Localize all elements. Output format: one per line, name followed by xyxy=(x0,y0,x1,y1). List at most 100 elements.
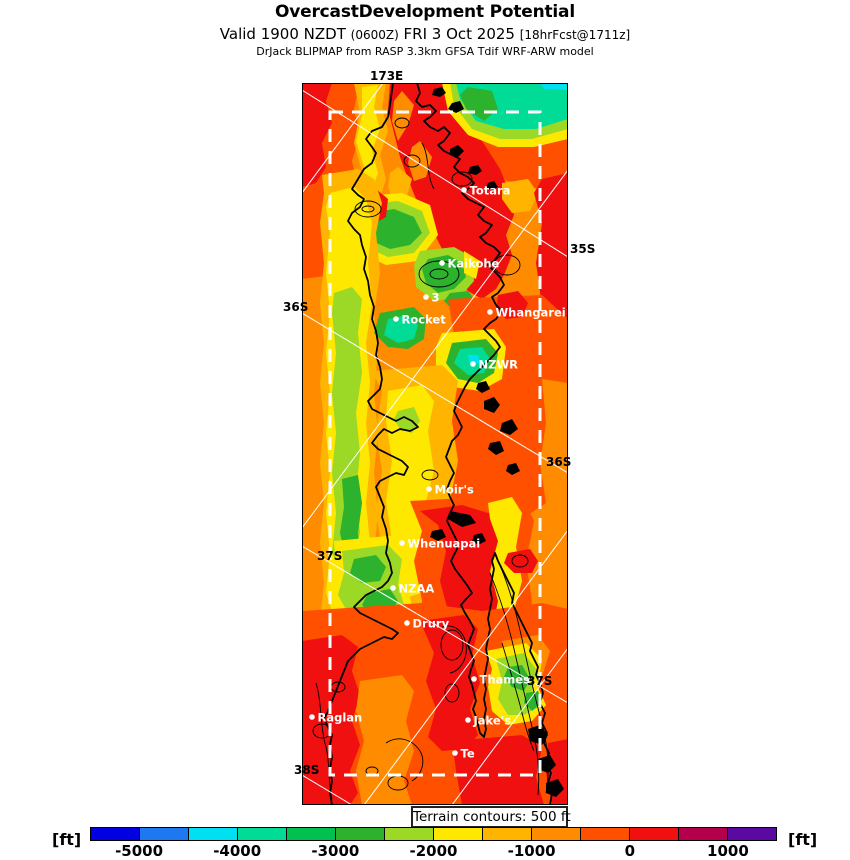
station-dot xyxy=(471,676,477,682)
colorbar-segment xyxy=(287,828,336,840)
island xyxy=(506,463,520,475)
graticule-label: 36S xyxy=(283,300,309,314)
map-region xyxy=(302,635,360,805)
colorbar-segment xyxy=(385,828,434,840)
island xyxy=(448,511,476,527)
colorbar-tick: 1000 xyxy=(707,842,749,860)
terrain-contour-ring xyxy=(421,469,439,481)
terrain-contour-line xyxy=(315,682,333,800)
station-dot xyxy=(426,486,432,492)
station-label: Jake's xyxy=(473,714,512,728)
map-region xyxy=(502,179,538,213)
station-label: NZAA xyxy=(399,582,435,596)
colorbar-unit-left: [ft] xyxy=(52,830,82,849)
island xyxy=(468,165,482,175)
station-dot xyxy=(399,540,405,546)
terrain-contour-ring xyxy=(394,117,410,129)
station-label: Te xyxy=(461,747,475,761)
station-dot xyxy=(461,187,467,193)
terrain-contour-ring xyxy=(451,171,473,187)
terrain-contour-ring xyxy=(354,200,382,218)
graticule-label: 173E xyxy=(370,69,404,83)
station-label: 3 xyxy=(432,291,440,305)
map-region xyxy=(388,83,514,299)
station-dot xyxy=(465,717,471,723)
graticule-label: 35S xyxy=(570,242,596,256)
terrain-contour-ring xyxy=(440,629,464,661)
map-region xyxy=(384,315,418,343)
station-dot xyxy=(393,316,399,322)
colorbar-segment xyxy=(336,828,385,840)
map-region xyxy=(452,735,544,805)
island xyxy=(432,87,446,97)
station-dot xyxy=(487,309,493,315)
valid-date: FRI 3 Oct 2025 xyxy=(398,25,520,43)
graticule-line xyxy=(301,312,569,474)
colorbar-tick: -5000 xyxy=(115,842,164,860)
station-dot xyxy=(439,260,445,266)
colorbar-segment xyxy=(581,828,630,840)
graticule-label: 37S xyxy=(527,674,553,688)
map-region xyxy=(420,615,480,751)
station-label: Raglan xyxy=(318,711,363,725)
terrain-contour-line xyxy=(489,572,540,796)
graticule-label: 37S xyxy=(317,549,343,563)
colorbar xyxy=(90,827,777,841)
island xyxy=(538,755,556,773)
map-region xyxy=(392,91,414,141)
page-title: OvercastDevelopment Potential xyxy=(275,2,575,22)
terrain-contour-ring xyxy=(418,260,460,288)
map-region xyxy=(356,675,414,805)
station-dot xyxy=(470,361,476,367)
colorbar-segment xyxy=(434,828,483,840)
colorbar-tick: -1000 xyxy=(507,842,556,860)
terrain-contour-ring xyxy=(444,683,460,703)
island xyxy=(430,529,446,541)
terrain-contour-line xyxy=(441,625,467,674)
island xyxy=(486,181,498,191)
island xyxy=(500,419,518,435)
island xyxy=(546,779,564,797)
station-dot xyxy=(423,294,429,300)
coastline-path xyxy=(415,82,553,806)
map-region xyxy=(422,255,466,293)
colorbar-segment xyxy=(238,828,287,840)
colorbar-tick: -2000 xyxy=(409,842,458,860)
graticule-line xyxy=(451,647,569,806)
coastline-path xyxy=(323,82,419,806)
map-region xyxy=(340,475,362,559)
terrain-contour-line xyxy=(501,642,535,752)
colorbar-segment xyxy=(532,828,581,840)
domain-box xyxy=(328,110,542,777)
map-area: Totara Kaikohe 3 Rocket Whangarei NZWR Moir's W… xyxy=(301,82,569,806)
terrain-contour-ring xyxy=(429,268,449,280)
station-label: Kaikohe xyxy=(448,257,500,271)
colorbar-tick: -4000 xyxy=(213,842,262,860)
station-label: Totara xyxy=(470,184,511,198)
station-dot xyxy=(452,750,458,756)
map-region xyxy=(302,83,332,187)
map-region xyxy=(534,173,568,321)
graticule-line xyxy=(301,169,569,529)
station-dot xyxy=(309,714,315,720)
map-region xyxy=(464,251,480,279)
island xyxy=(484,397,500,413)
graticule-line xyxy=(301,545,569,704)
graticule-line xyxy=(301,774,353,806)
graticule-line xyxy=(301,82,384,194)
station-label: NZWR xyxy=(479,358,519,372)
island xyxy=(528,725,548,745)
station-label: Rocket xyxy=(402,313,447,327)
island xyxy=(476,381,490,393)
terrain-contour-ring xyxy=(511,554,529,568)
station-dot xyxy=(404,620,410,626)
model-line: DrJack BLIPMAP from RASP 3.3km GFSA Tdif… xyxy=(256,45,594,58)
terrain-note: Terrain contours: 500 ft xyxy=(411,806,571,828)
colorbar-segment xyxy=(140,828,189,840)
colorbar-unit-right: [ft] xyxy=(788,830,818,849)
terrain-contour-ring xyxy=(403,154,421,168)
graticule-line xyxy=(363,529,569,806)
colorbar-segment xyxy=(728,828,776,840)
station-label: Thames xyxy=(480,673,531,687)
